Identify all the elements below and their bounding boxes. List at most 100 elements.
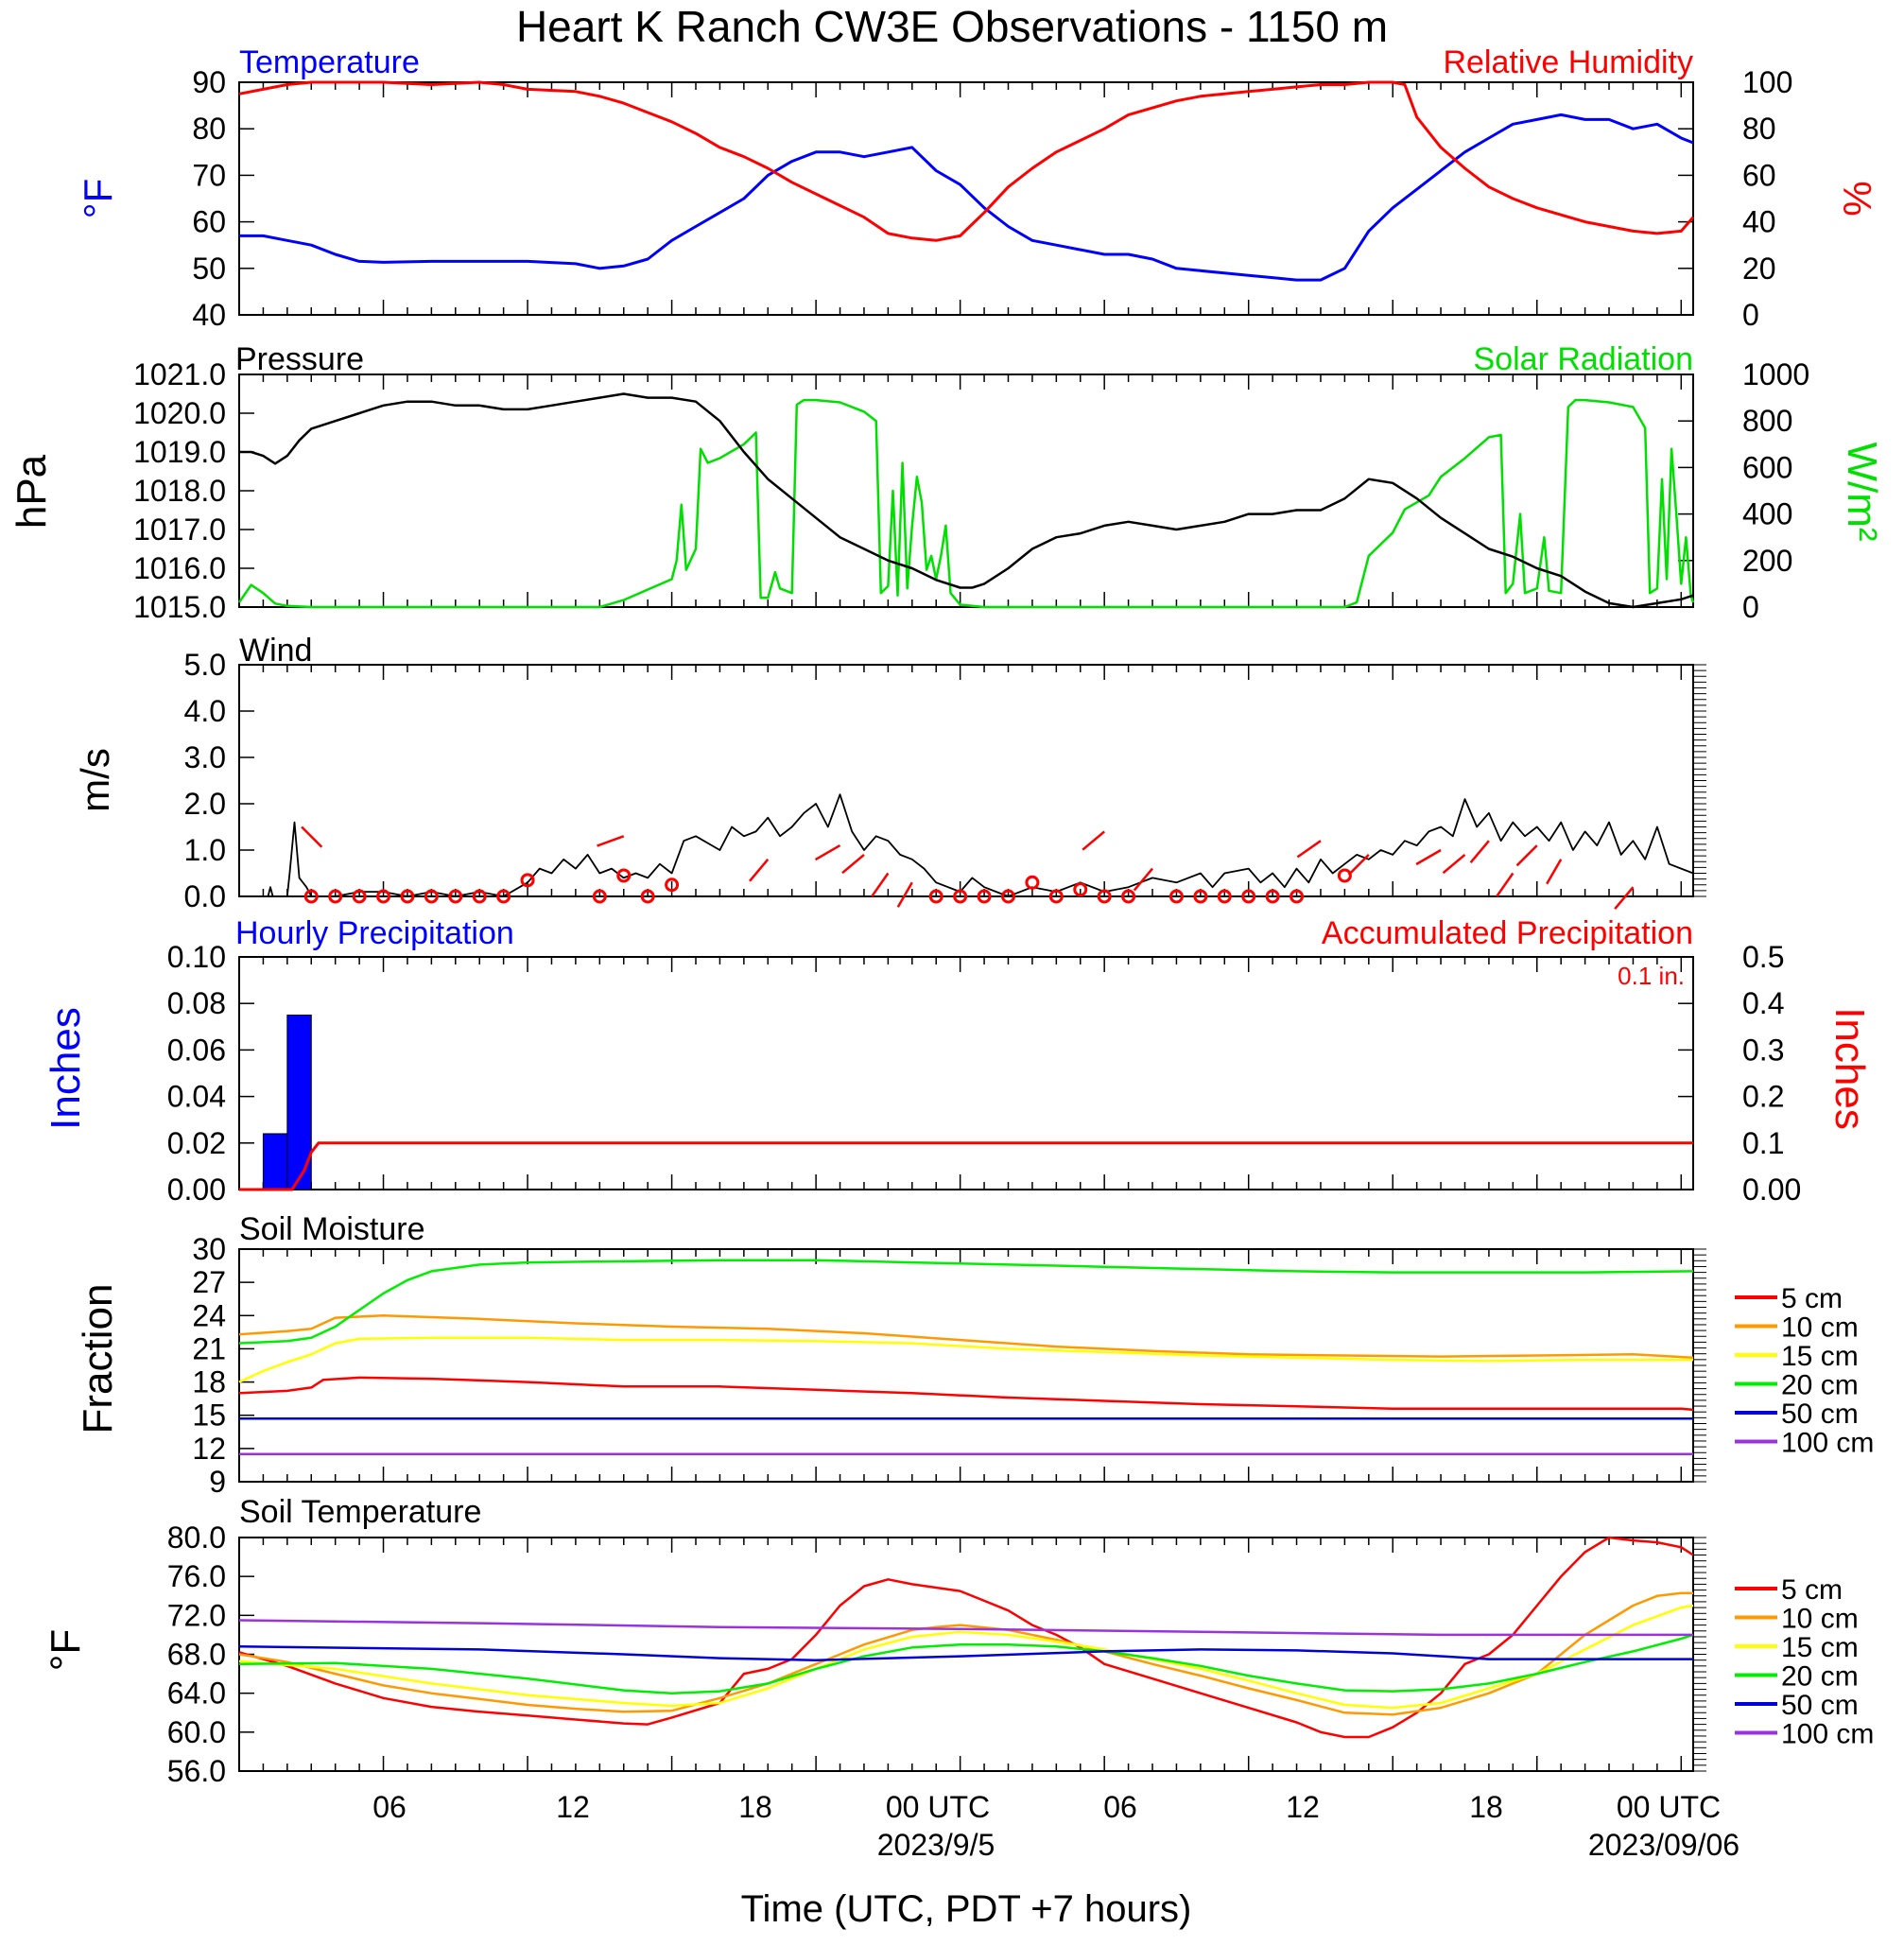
soil-temp-line	[238, 1591, 1693, 1716]
calm-wind-marker	[928, 889, 943, 904]
temperature-axis-tick-label: 50	[192, 252, 226, 286]
temperature-axis-tick-label: 40	[192, 298, 226, 332]
wind-barb	[301, 825, 323, 848]
wind-barb	[1496, 872, 1515, 897]
solar-axis-tick-label: 800	[1742, 404, 1792, 438]
pressure-title: Pressure	[235, 341, 364, 377]
legend-label: 10 cm	[1781, 1604, 1859, 1635]
wind-barb	[1296, 840, 1322, 859]
solar-axis-tick-label: 1000	[1742, 357, 1809, 391]
panel-frame	[238, 1537, 1694, 1772]
x-tick-label: 18	[1469, 1790, 1503, 1824]
soil-moisture-axis-tick-label: 18	[192, 1365, 226, 1399]
accum-precip-axis-tick-label: 0.5	[1742, 940, 1784, 974]
wind-barb	[814, 844, 841, 861]
soil-moisture-axis-tick-label: 21	[192, 1331, 226, 1365]
calm-wind-marker	[520, 873, 535, 888]
precip-axis-tick-label: 0.02	[167, 1126, 226, 1160]
legend-label: 100 cm	[1781, 1428, 1874, 1459]
wind-barb	[597, 835, 625, 847]
calm-wind-marker	[1121, 889, 1136, 904]
accum-precip-axis-tick-label: 0.2	[1742, 1080, 1784, 1114]
calm-wind-marker	[640, 889, 655, 904]
panel-frame	[238, 374, 1694, 608]
pressure-axis-tick-label: 1016.0	[133, 551, 226, 585]
calm-wind-marker	[1000, 889, 1015, 904]
soil-temp-axis-tick-label: 64.0	[167, 1677, 226, 1711]
wind-axis-tick-label: 4.0	[184, 694, 226, 728]
solar-axis-tick-label: 600	[1742, 450, 1792, 484]
wind-barb	[1546, 859, 1563, 885]
soil-moisture-line	[238, 1314, 1694, 1360]
temperature-unit: °F	[76, 179, 120, 218]
soil-moisture-line	[238, 1259, 1694, 1345]
pressure-line	[239, 392, 1694, 609]
temperature-title: Temperature	[239, 44, 420, 80]
soil-moisture-unit: Fraction	[75, 1284, 121, 1434]
calm-wind-marker	[592, 889, 607, 904]
wind-axis-tick-label: 1.0	[184, 833, 226, 867]
soil-moisture-axis-tick-label: 15	[192, 1399, 226, 1433]
legend-label: 5 cm	[1781, 1283, 1843, 1314]
x-tick-label: 18	[738, 1790, 772, 1824]
precip-axis-tick-label: 0.08	[167, 986, 226, 1020]
rh-line	[238, 80, 1695, 242]
calm-wind-marker	[328, 889, 343, 904]
temperature-line	[239, 113, 1694, 282]
wind-barb	[841, 853, 865, 875]
calm-wind-marker	[448, 889, 463, 904]
calm-wind-marker	[1265, 889, 1280, 904]
calm-wind-marker	[1168, 889, 1184, 904]
wind-axis-tick-label: 2.0	[184, 787, 226, 821]
wind-barb	[1442, 853, 1466, 875]
soil-moisture-axis-tick-label: 24	[192, 1298, 226, 1332]
pressure-axis-tick-label: 1015.0	[133, 590, 226, 624]
soil-moisture-axis-tick-label: 30	[192, 1232, 226, 1266]
calm-wind-marker	[665, 877, 680, 893]
soil-temp-line	[238, 1536, 1694, 1739]
legend-label: 15 cm	[1781, 1341, 1859, 1372]
x-tick-label: 00 UTC	[1617, 1790, 1721, 1824]
wind-barb	[871, 872, 890, 897]
wind-barb	[1082, 830, 1105, 851]
precip-total-label: 0.1 in.	[1618, 962, 1685, 990]
calm-wind-marker	[616, 868, 632, 883]
precip-axis-tick-label: 0.06	[167, 1033, 226, 1067]
pressure-axis-tick-label: 1019.0	[133, 435, 226, 469]
x-tick-label: 12	[1286, 1790, 1320, 1824]
calm-wind-marker	[1217, 889, 1232, 904]
soil-temp-axis-tick-label: 76.0	[167, 1559, 226, 1593]
calm-wind-marker	[472, 889, 487, 904]
panel-frame	[238, 664, 1694, 897]
soil-moisture-axis-tick-label: 12	[192, 1432, 226, 1466]
x-tick-label: 06	[1103, 1790, 1137, 1824]
x-tick-label: 06	[372, 1790, 407, 1824]
soil-temp-axis-tick-label: 60.0	[167, 1715, 226, 1749]
accum-precip-axis-tick-label: 0.4	[1742, 986, 1784, 1020]
precip-axis-tick-label: 0.10	[167, 940, 226, 974]
calm-wind-marker	[977, 889, 992, 904]
calm-wind-marker	[1073, 882, 1088, 897]
soil-temp-unit: °F	[43, 1629, 89, 1671]
accum-precip-axis-tick-label: 0.1	[1742, 1126, 1784, 1160]
calm-wind-marker	[496, 889, 511, 904]
accum-precip-line	[239, 1141, 1693, 1191]
panel-frame	[238, 81, 1694, 316]
temperature-axis-tick-label: 80	[192, 112, 226, 146]
calm-wind-marker	[953, 889, 968, 904]
legend-label: 20 cm	[1781, 1661, 1859, 1693]
x-tick-label: 00 UTC	[886, 1790, 990, 1824]
soil-moisture-axis-tick-label: 9	[209, 1465, 226, 1499]
date-label-2: 2023/09/06	[1588, 1828, 1740, 1862]
rh-axis-tick-label: 20	[1742, 252, 1776, 286]
temperature-panel: Temperature Relative Humidity °F %	[76, 44, 1879, 218]
accum-precip-axis-tick-label: 0.3	[1742, 1033, 1784, 1067]
calm-wind-marker	[1241, 889, 1256, 904]
rh-unit: %	[1835, 181, 1879, 216]
wind-barb	[1515, 844, 1538, 867]
x-tick-label: 12	[556, 1790, 590, 1824]
solar-line	[237, 398, 1695, 609]
rh-title: Relative Humidity	[1443, 44, 1693, 80]
soil-temp-line	[238, 1619, 1693, 1637]
panel-frame	[238, 956, 1694, 1190]
